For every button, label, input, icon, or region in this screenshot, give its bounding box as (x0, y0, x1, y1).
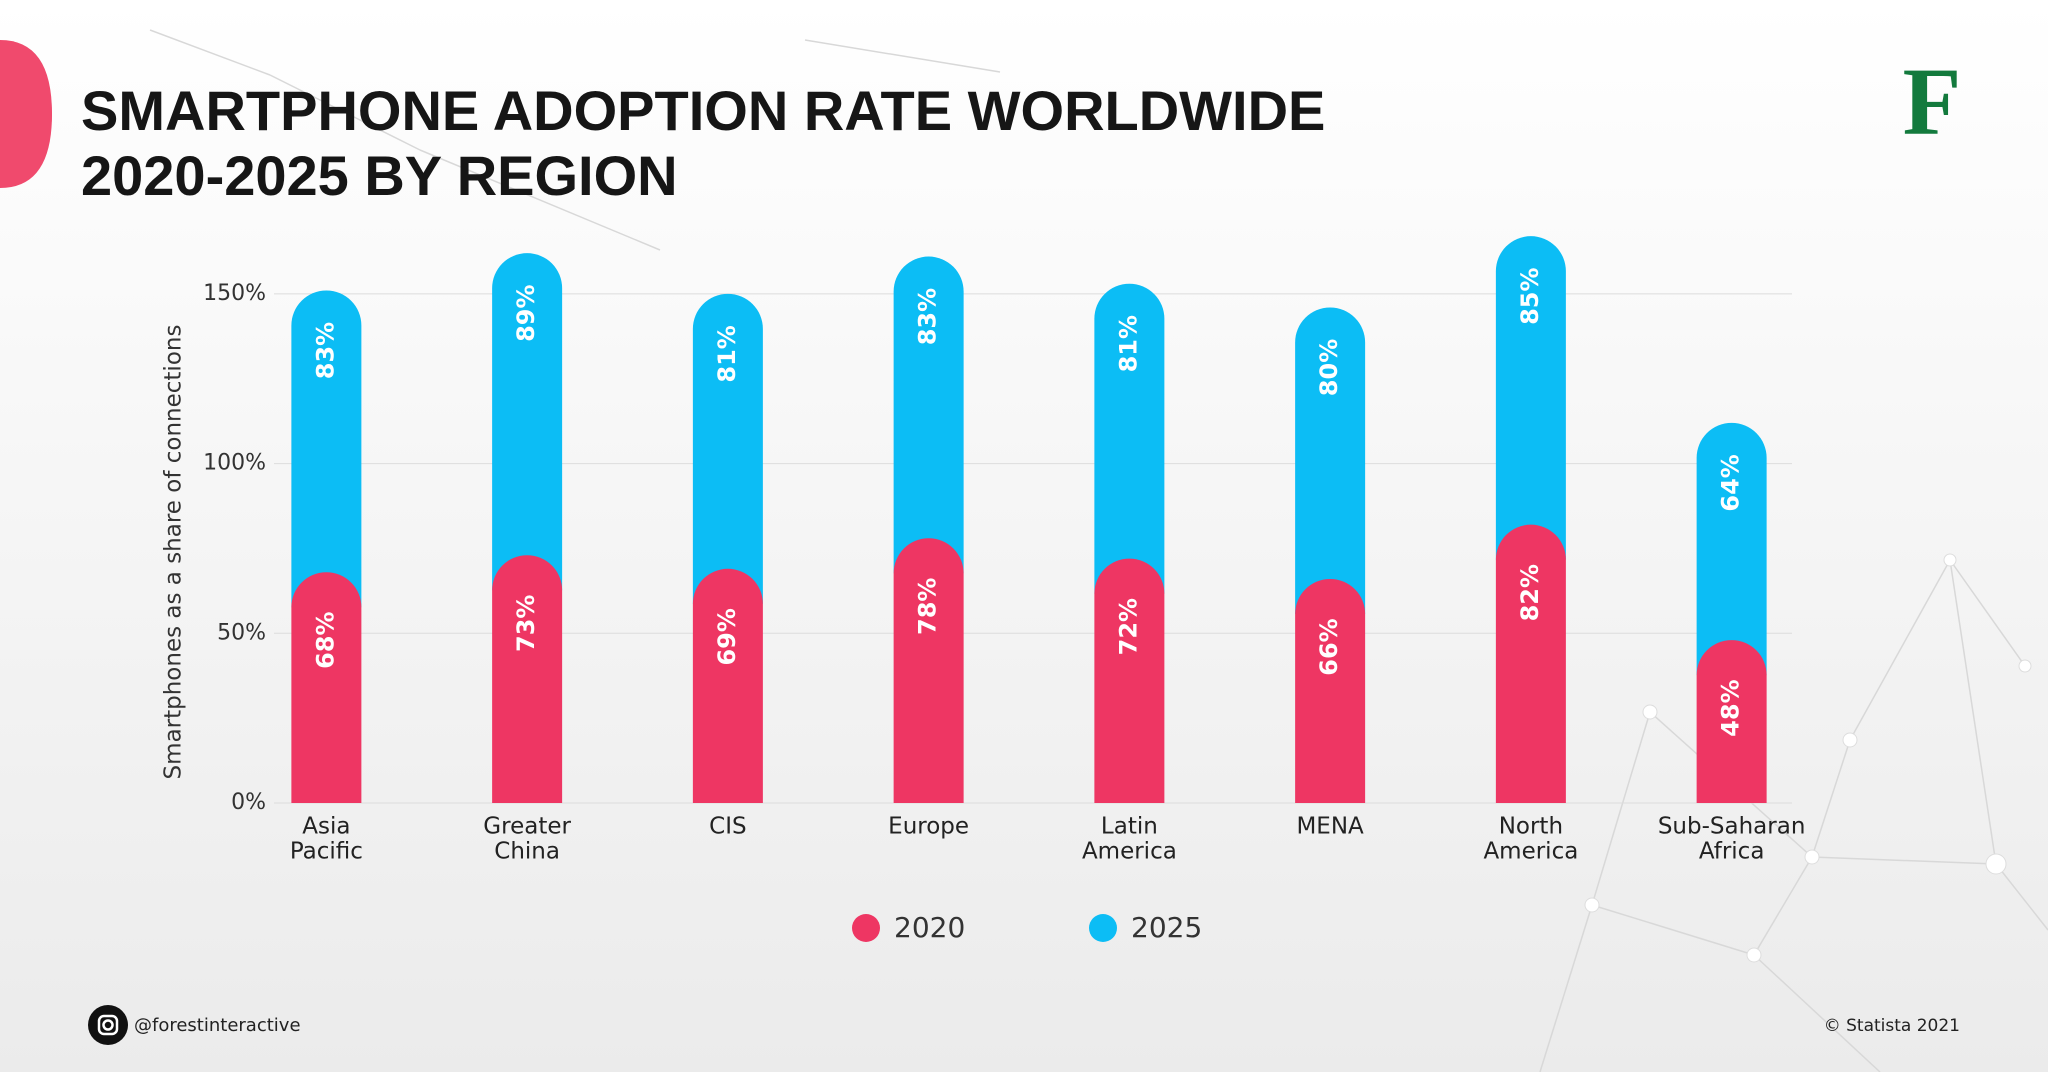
instagram-icon (88, 1005, 128, 1045)
background-network (149, 29, 2048, 1072)
bar-segment (1495, 524, 1566, 803)
bar-segment (692, 293, 763, 604)
x-tick-label: MENA (1296, 814, 1364, 840)
bar-segment (291, 572, 362, 803)
x-tick-label: North (1499, 814, 1563, 840)
x-tick-label: America (1483, 839, 1578, 865)
value-label: 80% (1315, 339, 1343, 396)
bar-segment (893, 256, 964, 574)
bar-segment (1295, 307, 1366, 614)
value-label: 81% (713, 325, 741, 382)
value-label: 69% (713, 608, 741, 665)
value-label: 83% (311, 322, 339, 379)
title: 2020-2025 BY REGION (81, 144, 678, 207)
value-label: 85% (1516, 267, 1544, 324)
x-tick-label: Sub-Saharan (1658, 814, 1806, 840)
value-label: 73% (512, 595, 540, 652)
value-label: 83% (914, 288, 942, 345)
value-label: 66% (1315, 618, 1343, 675)
bar-segment (1094, 558, 1165, 803)
x-tick-label: China (494, 839, 560, 865)
y-axis-label: Smartphones as a share of connections (161, 325, 187, 780)
x-tick-label: America (1082, 839, 1177, 865)
bar-segment (1696, 640, 1767, 803)
x-tick-label: Africa (1699, 839, 1765, 865)
x-tick-label: Greater (483, 814, 571, 840)
y-tick-label: 50% (217, 620, 266, 645)
bar-segment (492, 555, 563, 803)
bar-segment (893, 538, 964, 803)
bar-segment (291, 290, 362, 608)
x-tick-label: Europe (888, 814, 969, 840)
background-dots (1584, 553, 2032, 963)
legend-swatch (852, 914, 880, 942)
bar-segment (692, 568, 763, 803)
legend-label: 2020 (894, 911, 965, 944)
corner-shape (0, 40, 52, 188)
value-label: 78% (914, 578, 942, 635)
y-tick-label: 0% (231, 790, 266, 815)
x-tick-label: CIS (709, 814, 746, 840)
legend-label: 2025 (1131, 911, 1202, 944)
bar-segment (1495, 236, 1566, 560)
bar-segment (1696, 422, 1767, 676)
bar-segment (492, 253, 563, 591)
y-tick-label: 150% (203, 281, 266, 306)
x-tick-label: Pacific (290, 839, 363, 865)
bar-segment (1295, 578, 1366, 803)
value-label: 82% (1516, 564, 1544, 621)
x-tick-label: Latin (1101, 814, 1158, 840)
value-label: 81% (1114, 315, 1142, 372)
y-tick-label: 100% (203, 451, 266, 476)
value-label: 89% (512, 284, 540, 341)
social-handle[interactable]: @forestinteractive (134, 1015, 301, 1036)
instagram-icon (97, 1014, 119, 1036)
legend-swatch (1089, 914, 1117, 942)
source: © Statista 2021 (1824, 1016, 1960, 1036)
value-label: 48% (1717, 679, 1745, 736)
bar-segment (1094, 283, 1165, 594)
instagram-icon (102, 1019, 114, 1031)
value-label: 68% (311, 611, 339, 668)
x-tick-label: Asia (302, 814, 350, 840)
title: SMARTPHONE ADOPTION RATE WORLDWIDE (81, 79, 1325, 142)
logo: F (1903, 48, 1962, 155)
value-label: 64% (1717, 454, 1745, 511)
value-label: 72% (1114, 598, 1142, 655)
